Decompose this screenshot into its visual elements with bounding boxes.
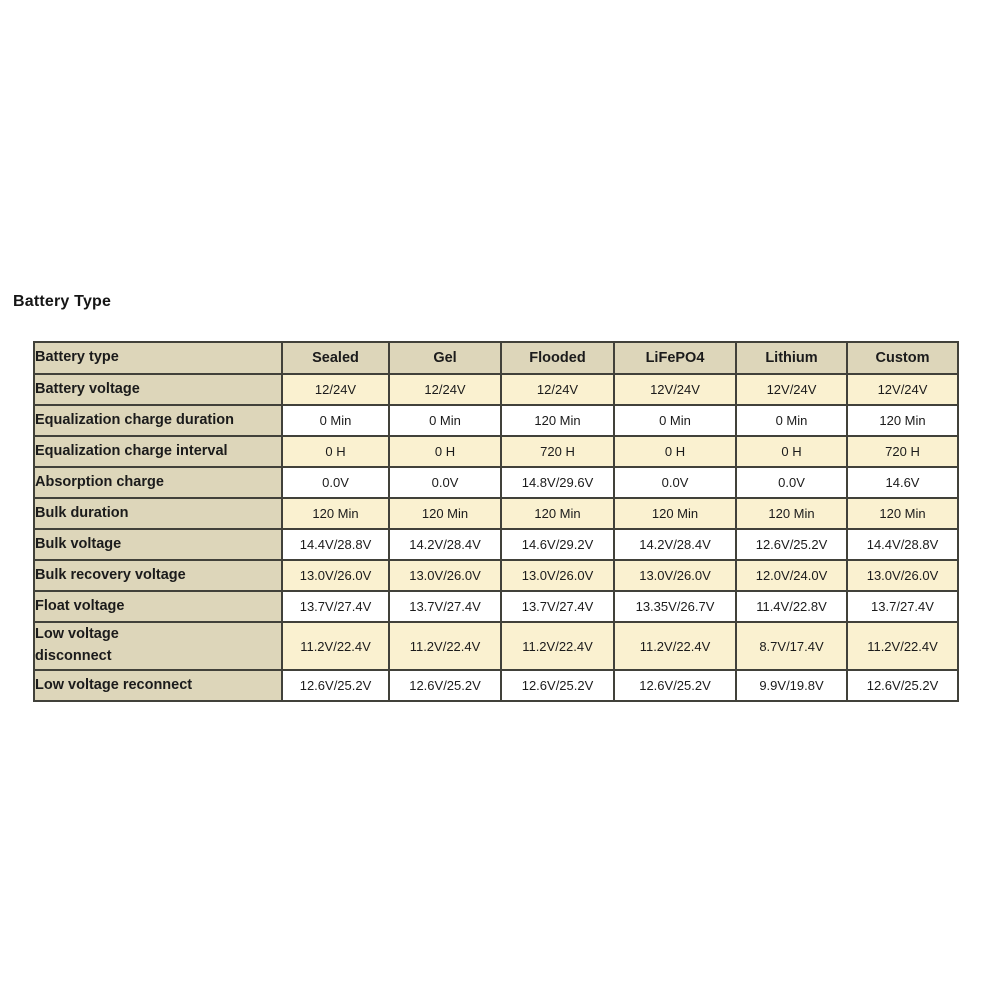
table-cell: 12.0V/24.0V — [735, 559, 848, 592]
table-cell: 0 Min — [613, 404, 737, 437]
column-header-sealed: Sealed — [281, 341, 390, 375]
table-cell: 120 Min — [281, 497, 390, 530]
table-cell: 11.2V/22.4V — [500, 621, 615, 671]
table-row: Low voltage reconnect 12.6V/25.2V 12.6V/25… — [33, 669, 959, 702]
table-cell: 11.2V/22.4V — [846, 621, 959, 671]
table-cell: 120 Min — [846, 497, 959, 530]
row-label: Battery voltage — [33, 373, 283, 406]
page-title: Battery Type — [13, 293, 112, 310]
table-row: Low voltage disconnect 11.2V/22.4V 11.2V/2… — [33, 621, 959, 671]
table-row: Bulk duration 120 Min 120 Min 120 Min 120 Mi… — [33, 497, 959, 530]
table-cell: 120 Min — [388, 497, 502, 530]
battery-type-table: Battery type Sealed Gel Flooded LiFePO4 … — [33, 341, 959, 702]
table-cell: 120 Min — [735, 497, 848, 530]
table-cell: 120 Min — [500, 404, 615, 437]
column-header-battery-type: Battery type — [33, 341, 283, 375]
table-cell: 120 Min — [613, 497, 737, 530]
column-header-custom: Custom — [846, 341, 959, 375]
table-cell: 0 Min — [388, 404, 502, 437]
table-cell: 0 H — [735, 435, 848, 468]
table-row: Battery voltage 12/24V 12/24V 12/24V 12V/24V… — [33, 373, 959, 406]
table-cell: 14.4V/28.8V — [281, 528, 390, 561]
table-cell: 12/24V — [500, 373, 615, 406]
table-cell: 0.0V — [388, 466, 502, 499]
table-cell: 12.6V/25.2V — [613, 669, 737, 702]
column-header-flooded: Flooded — [500, 341, 615, 375]
table-cell: 120 Min — [500, 497, 615, 530]
table-cell: 0 H — [281, 435, 390, 468]
table-cell: 13.0V/26.0V — [388, 559, 502, 592]
table-row: Absorption charge 0.0V 0.0V 14.8V/29.6V 0.0V… — [33, 466, 959, 499]
header-row: Battery type Sealed Gel Flooded LiFePO4 … — [33, 341, 959, 375]
table-cell: 12.6V/25.2V — [281, 669, 390, 702]
table-cell: 0 Min — [281, 404, 390, 437]
table-cell: 0.0V — [735, 466, 848, 499]
table-cell: 0 H — [388, 435, 502, 468]
table-cell: 14.6V/29.2V — [500, 528, 615, 561]
table-cell: 720 H — [500, 435, 615, 468]
table-cell: 11.2V/22.4V — [613, 621, 737, 671]
row-label: Float voltage — [33, 590, 283, 623]
column-header-lithium: Lithium — [735, 341, 848, 375]
table-cell: 120 Min — [846, 404, 959, 437]
table-row: Equalization charge duration 0 Min 0 Min 12… — [33, 404, 959, 437]
row-label: Absorption charge — [33, 466, 283, 499]
table-cell: 12V/24V — [613, 373, 737, 406]
table-cell: 12.6V/25.2V — [735, 528, 848, 561]
table-cell: 11.4V/22.8V — [735, 590, 848, 623]
table-cell: 13.35V/26.7V — [613, 590, 737, 623]
row-label: Bulk recovery voltage — [33, 559, 283, 592]
row-label: Equalization charge duration — [33, 404, 283, 437]
table-cell: 12V/24V — [846, 373, 959, 406]
table-cell: 14.4V/28.8V — [846, 528, 959, 561]
row-label: Low voltage disconnect — [33, 621, 283, 671]
table-row: Bulk recovery voltage 13.0V/26.0V 13.0V/26… — [33, 559, 959, 592]
table-cell: 9.9V/19.8V — [735, 669, 848, 702]
column-header-lifepo4: LiFePO4 — [613, 341, 737, 375]
row-label: Low voltage reconnect — [33, 669, 283, 702]
table-cell: 12V/24V — [735, 373, 848, 406]
table-cell: 13.7V/27.4V — [388, 590, 502, 623]
table-cell: 0 Min — [735, 404, 848, 437]
table-cell: 12.6V/25.2V — [388, 669, 502, 702]
table-cell: 0.0V — [613, 466, 737, 499]
table-cell: 13.7/27.4V — [846, 590, 959, 623]
table-cell: 12.6V/25.2V — [846, 669, 959, 702]
table-row: Bulk voltage 14.4V/28.8V 14.2V/28.4V 14.6V/… — [33, 528, 959, 561]
table-header: Battery type Sealed Gel Flooded LiFePO4 … — [33, 341, 959, 375]
table-cell: 11.2V/22.4V — [281, 621, 390, 671]
table-cell: 13.0V/26.0V — [500, 559, 615, 592]
row-label: Equalization charge interval — [33, 435, 283, 468]
table-cell: 13.0V/26.0V — [846, 559, 959, 592]
table-cell: 12.6V/25.2V — [500, 669, 615, 702]
table-cell: 12/24V — [388, 373, 502, 406]
table-cell: 13.7V/27.4V — [281, 590, 390, 623]
row-label: Bulk voltage — [33, 528, 283, 561]
table-cell: 13.0V/26.0V — [613, 559, 737, 592]
table-cell: 8.7V/17.4V — [735, 621, 848, 671]
column-header-gel: Gel — [388, 341, 502, 375]
table-cell: 0 H — [613, 435, 737, 468]
table-cell: 14.6V — [846, 466, 959, 499]
table-cell: 720 H — [846, 435, 959, 468]
table-cell: 13.0V/26.0V — [281, 559, 390, 592]
table-cell: 12/24V — [281, 373, 390, 406]
table-cell: 13.7V/27.4V — [500, 590, 615, 623]
table-cell: 14.2V/28.4V — [613, 528, 737, 561]
table-body: Battery voltage 12/24V 12/24V 12/24V 12V/24V… — [33, 373, 959, 702]
table-cell: 11.2V/22.4V — [388, 621, 502, 671]
table-cell: 14.2V/28.4V — [388, 528, 502, 561]
table-cell: 14.8V/29.6V — [500, 466, 615, 499]
row-label: Bulk duration — [33, 497, 283, 530]
table-row: Float voltage 13.7V/27.4V 13.7V/27.4V 13.7V… — [33, 590, 959, 623]
table-cell: 0.0V — [281, 466, 390, 499]
